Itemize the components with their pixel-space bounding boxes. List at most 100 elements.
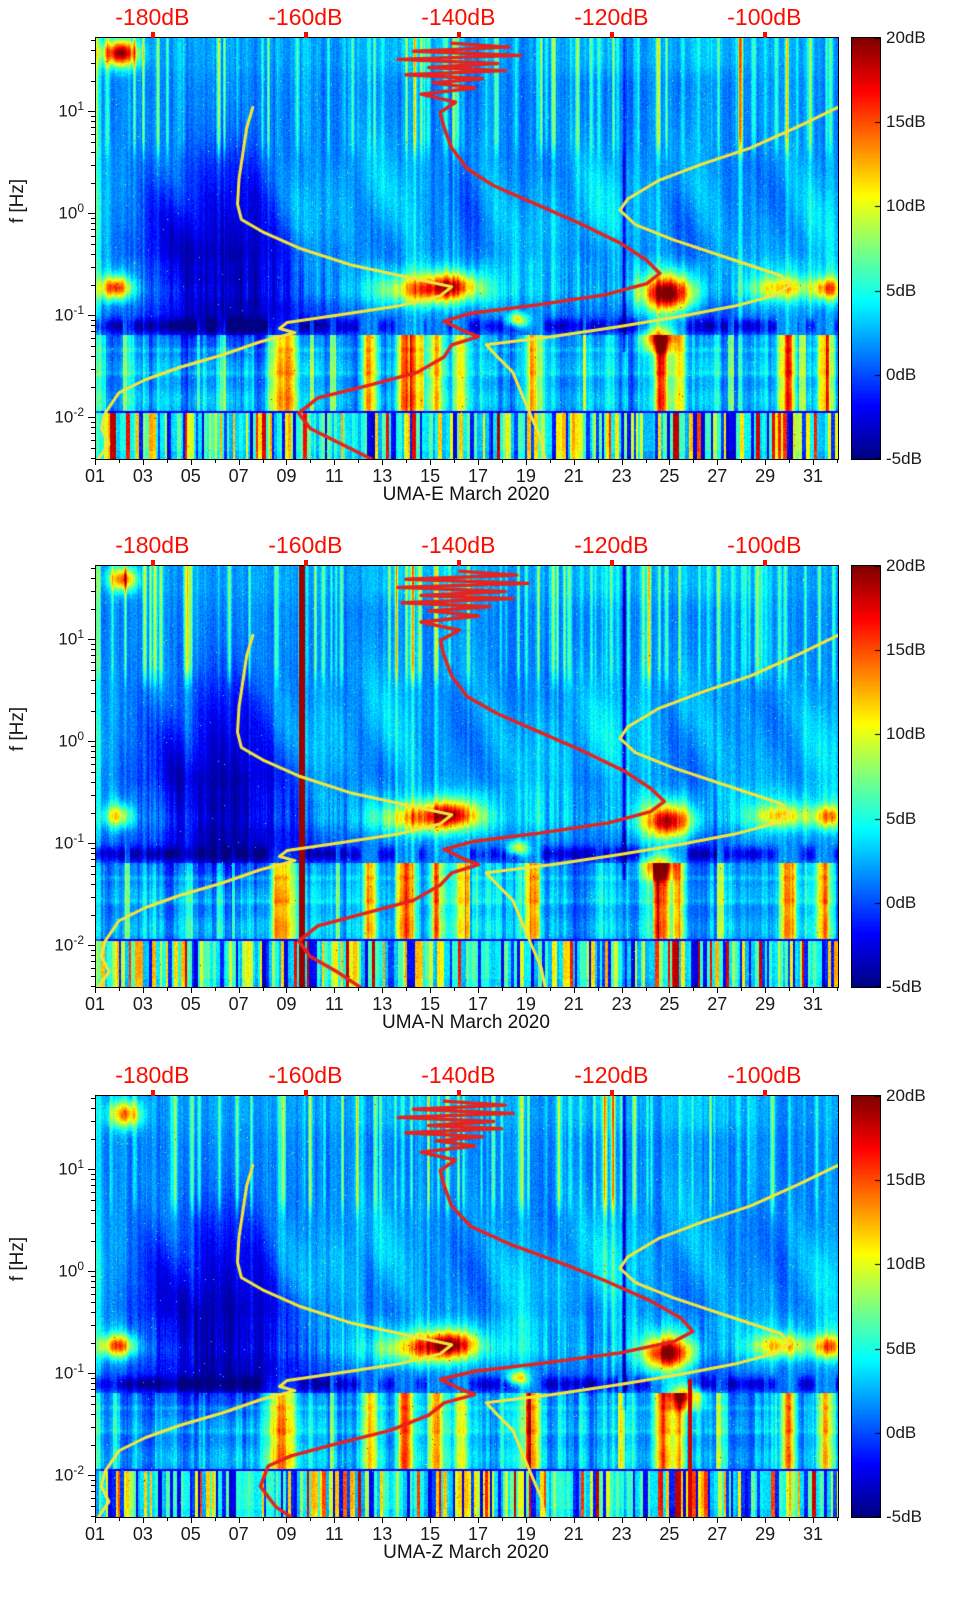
x-minor-tick-mark	[549, 988, 551, 991]
y-minor-tick-mark	[91, 127, 95, 129]
x-minor-tick-mark	[118, 460, 120, 463]
x-tick-mark	[765, 1518, 767, 1523]
colorbar-tick-label: 15dB	[886, 1170, 926, 1190]
x-tick-label: 19	[515, 994, 536, 1014]
x-tick-mark	[717, 1518, 719, 1523]
y-minor-tick-mark	[91, 772, 95, 774]
x-tick-mark	[669, 460, 671, 465]
x-minor-tick-mark	[454, 988, 456, 991]
top-axis-label: -100dB	[727, 4, 802, 30]
x-minor-tick-mark	[597, 460, 599, 463]
y-minor-tick-mark	[91, 1403, 95, 1405]
x-tick-label: 07	[228, 466, 249, 486]
x-tick-mark	[238, 460, 240, 465]
y-tick-label: 100	[58, 201, 84, 223]
colorbar-tick-label: 20dB	[886, 1086, 926, 1105]
top-axis-tick	[763, 32, 768, 38]
x-tick-label: 09	[276, 1524, 297, 1544]
x-minor-tick-mark	[454, 1518, 456, 1521]
x-tick-mark	[286, 988, 288, 993]
y-minor-tick-mark	[91, 692, 95, 694]
spectrogram-canvas	[96, 1096, 838, 1517]
x-minor-tick-mark	[693, 988, 695, 991]
x-tick-mark	[142, 988, 144, 993]
y-minor-tick-mark	[91, 812, 95, 814]
y-axis-ticks: 101 100 10-1 10-2	[0, 1095, 95, 1517]
y-minor-tick-mark	[91, 1281, 95, 1283]
x-minor-tick-mark	[214, 988, 216, 991]
y-minor-tick-mark	[91, 1302, 95, 1304]
y-minor-tick-mark	[91, 40, 95, 42]
y-tick-mark	[88, 1475, 95, 1477]
y-minor-tick-mark	[91, 319, 95, 321]
y-minor-tick-mark	[91, 134, 95, 136]
y-tick-mark	[88, 741, 95, 743]
x-minor-tick-mark	[741, 988, 743, 991]
y-minor-tick-mark	[91, 253, 95, 255]
top-axis-label: -140dB	[421, 4, 496, 30]
y-minor-tick-mark	[91, 590, 95, 592]
top-axis-tick	[151, 1090, 156, 1096]
x-tick-mark	[813, 460, 815, 465]
x-minor-tick-mark	[262, 988, 264, 991]
x-minor-tick-mark	[358, 988, 360, 991]
y-tick-mark	[88, 111, 95, 113]
x-minor-tick-mark	[501, 460, 503, 463]
x-minor-tick-mark	[310, 988, 312, 991]
x-minor-tick-mark	[549, 460, 551, 463]
top-axis-db-labels: -180dB -160dB -140dB -120dB -100dB	[0, 1062, 962, 1092]
y-minor-tick-mark	[91, 1179, 95, 1181]
y-minor-tick-mark	[91, 1287, 95, 1289]
x-tick-label: 31	[803, 994, 824, 1014]
y-minor-tick-mark	[91, 80, 95, 82]
x-minor-tick-mark	[597, 988, 599, 991]
x-axis-ticks: 01 03 05 07 09 11 13 15 17 19 21 23 25 27 29 31	[85, 1517, 838, 1547]
x-tick-label: 11	[325, 466, 344, 486]
x-tick-mark	[525, 988, 527, 993]
y-tick-mark	[88, 639, 95, 641]
x-tick-label: 03	[132, 994, 153, 1014]
x-minor-tick-mark	[741, 1518, 743, 1521]
y-minor-tick-mark	[91, 1293, 95, 1295]
y-minor-tick-mark	[91, 1200, 95, 1202]
y-tick-mark	[88, 315, 95, 317]
top-axis-label: -180dB	[115, 4, 190, 30]
y-minor-tick-mark	[91, 896, 95, 898]
x-minor-tick-mark	[118, 988, 120, 991]
y-tick-label: 10-2	[54, 405, 84, 427]
x-tick-mark	[813, 1518, 815, 1523]
colorbar-tick-label: 0dB	[886, 892, 917, 912]
x-tick-mark	[95, 1518, 96, 1523]
x-tick-mark	[717, 988, 719, 993]
x-minor-tick-mark	[166, 988, 168, 991]
y-tick-mark	[88, 213, 95, 215]
x-minor-tick-mark	[741, 460, 743, 463]
x-minor-tick-mark	[645, 460, 647, 463]
y-minor-tick-mark	[91, 116, 95, 118]
colorbar-tick-label: -5dB	[886, 1507, 922, 1526]
x-tick-mark	[286, 460, 288, 465]
x-tick-mark	[765, 988, 767, 993]
x-tick-mark	[477, 988, 479, 993]
y-minor-tick-mark	[91, 914, 95, 916]
colorbar-tick-label: -5dB	[886, 449, 922, 468]
top-axis-label: -120dB	[574, 532, 649, 558]
x-tick-mark	[190, 460, 192, 465]
x-tick-mark	[525, 460, 527, 465]
y-minor-tick-mark	[91, 1342, 95, 1344]
top-axis-db-labels: -180dB -160dB -140dB -120dB -100dB	[0, 4, 962, 34]
x-tick-label: 31	[803, 466, 824, 486]
top-axis-label: -180dB	[115, 1062, 190, 1088]
x-tick-mark	[430, 1518, 432, 1523]
y-minor-tick-mark	[91, 1185, 95, 1187]
x-minor-tick-mark	[166, 1518, 168, 1521]
top-axis-label: -140dB	[421, 1062, 496, 1088]
y-minor-tick-mark	[91, 421, 95, 423]
y-minor-tick-mark	[91, 644, 95, 646]
y-minor-tick-mark	[91, 62, 95, 64]
x-tick-mark	[813, 988, 815, 993]
x-tick-label: 15	[420, 994, 441, 1014]
y-axis-ticks: 101 100 10-1 10-2	[0, 37, 95, 459]
x-tick-label: 29	[755, 1524, 776, 1544]
y-minor-tick-mark	[91, 1174, 95, 1176]
